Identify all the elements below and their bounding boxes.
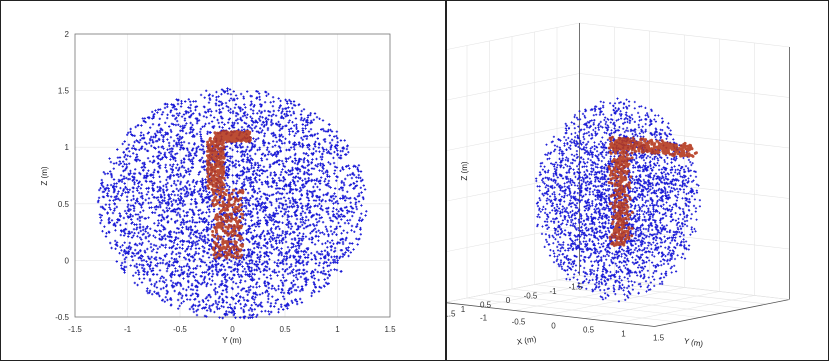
left-panel: -1.5 -1 -0.5 0 0.5 1 1.5 -0.5 0 0.5 1 1.5 2 Y (m) Z…: [0, 0, 446, 361]
x-axis-label: Y (m): [222, 336, 242, 345]
y-tick-label: 0.5: [58, 200, 70, 209]
floor-grid-line: [584, 291, 720, 319]
x-axis-label: X (m): [516, 334, 537, 346]
axis-edge: [447, 275, 580, 303]
x-tick-label: -0.5: [524, 292, 538, 301]
y-axis-label: Y (m): [683, 336, 704, 348]
x-tick-label: -1: [549, 287, 557, 296]
y-tick-label: 1.5: [653, 334, 665, 343]
y-axis-label: Z (m): [40, 166, 49, 185]
scatter-plot-3d: -0.500.511.52 -1.5-1-0.500.511.5 -1.5-1-…: [447, 22, 790, 349]
x-tick-label: -1.5: [569, 283, 583, 292]
y-tick-labels: -1.5 -1 -0.5 0 0.5 1 1.5: [447, 310, 665, 343]
x-tick-label: -0.5: [173, 325, 187, 334]
z-axis-label: Z (m): [460, 161, 469, 180]
y-tick-label: -1: [480, 314, 488, 323]
plot-area: [74, 33, 391, 318]
y-tick-label: -1.5: [447, 310, 456, 319]
right-panel: -0.500.511.52 -1.5-1-0.500.511.5 -1.5-1-…: [446, 0, 829, 361]
y-tick-label: 0: [551, 322, 556, 331]
x-tick-label: 0.5: [279, 325, 291, 334]
x-tick-label: 0: [230, 325, 235, 334]
floor-grid-line: [619, 295, 755, 323]
floor-grid-line: [479, 279, 615, 307]
axis-edge: [579, 275, 790, 300]
y-tick-label: 1: [65, 143, 70, 152]
object-points: [205, 129, 252, 260]
x-tick-label: 1: [335, 325, 340, 334]
point-cloud-marks: [96, 87, 368, 320]
y-tick-label: 2: [65, 30, 70, 39]
object-points: [607, 135, 698, 247]
scatter-plot-2d: -1.5 -1 -0.5 0 0.5 1 1.5 -0.5 0 0.5 1 1.5 2 Y (m) Z…: [40, 30, 396, 345]
y-tick-label: -0.5: [512, 318, 526, 327]
object-marks: [205, 129, 252, 260]
point-cloud: [96, 87, 368, 320]
y-tick-label: 0: [65, 256, 70, 265]
y-tick-labels: -0.5 0 0.5 1 1.5 2: [55, 30, 69, 322]
x-tick-label: -1: [124, 325, 132, 334]
x-tick-label: 0.5: [480, 301, 492, 310]
floor-grid-line: [549, 287, 685, 315]
x-tick-label: -1.5: [68, 325, 82, 334]
axis-edge: [654, 299, 790, 327]
axes-box: [447, 22, 790, 327]
x-tick-labels: -1.5 -1 -0.5 0 0.5 1 1.5: [68, 325, 396, 334]
y-tick-label: 1: [621, 330, 626, 339]
point-cloud: [535, 97, 701, 303]
object-marks: [607, 135, 698, 247]
point-cloud-marks: [535, 97, 701, 303]
y-tick-label: 1.5: [58, 87, 70, 96]
x-tick-label: 0: [506, 296, 511, 305]
y-tick-label: -0.5: [55, 313, 69, 322]
x-tick-label: 1.5: [384, 325, 396, 334]
y-tick-label: 0.5: [583, 326, 595, 335]
x-tick-label: 1: [461, 305, 466, 314]
axis-edge: [447, 302, 655, 327]
x-tick-labels: -1.5-1-0.500.511.5: [461, 283, 583, 315]
